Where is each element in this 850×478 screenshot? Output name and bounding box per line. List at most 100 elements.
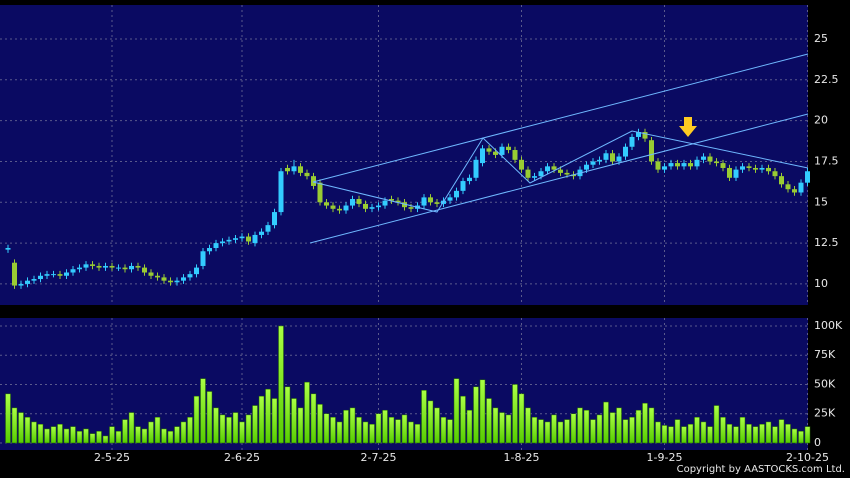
candle-body [330, 205, 336, 209]
copyright: Copyright by AASTOCKS.com Ltd. [677, 464, 845, 475]
candle-body [116, 267, 121, 269]
volume-bar [720, 416, 726, 444]
volume-bar [440, 416, 447, 444]
x-tick-label: 2-10-25 [786, 451, 829, 464]
candle-body [57, 274, 63, 276]
candle-body [51, 274, 56, 276]
candle-body [376, 205, 381, 208]
volume-bar [5, 393, 11, 444]
volume-bar [278, 325, 284, 444]
candle-body [369, 207, 375, 209]
volume-bar [427, 400, 434, 444]
volume-bar [193, 395, 200, 444]
volume-bar [739, 416, 746, 444]
volume-bar [135, 426, 141, 444]
volume-bar [232, 412, 239, 444]
candle-body [356, 199, 362, 204]
volume-bar [512, 384, 518, 444]
volume-bar [759, 424, 765, 444]
y-tick-label: 0 [814, 436, 821, 449]
y-tick-label: 22.5 [814, 73, 839, 86]
volume-bar [258, 395, 265, 444]
volume-bar [395, 419, 401, 444]
volume-bar [707, 426, 713, 444]
y-tick-label: 20 [814, 114, 828, 127]
volume-bar [791, 428, 798, 444]
volume-bar [408, 421, 414, 444]
candle-body [746, 166, 752, 168]
candle-body [96, 265, 102, 268]
candle-body [317, 182, 323, 203]
candle-body [551, 166, 557, 170]
volume-bar [96, 431, 102, 444]
candle-body [681, 163, 687, 167]
volume-bar [772, 426, 778, 444]
volume-bar [655, 421, 661, 444]
candle-body [122, 267, 128, 270]
volume-bar [148, 421, 154, 444]
volume-bar [479, 379, 486, 444]
volume-bar [76, 431, 83, 444]
candle-body [181, 277, 186, 281]
candle-body [473, 159, 479, 178]
candle-body [467, 177, 472, 182]
candle-body [772, 171, 778, 177]
candle-body [31, 279, 37, 281]
volume-bar [57, 424, 63, 444]
candle-body [77, 267, 82, 270]
y-tick-label: 25K [814, 407, 836, 420]
volume-bar [31, 421, 37, 444]
candle-body [298, 166, 303, 173]
volume-bar [687, 424, 694, 444]
candle-body [5, 248, 11, 250]
candle-body [129, 265, 134, 270]
volume-bar [785, 424, 791, 444]
candle-body [285, 167, 290, 172]
candle-body [38, 275, 43, 280]
candle-body [142, 267, 147, 273]
volume-bar [382, 409, 388, 444]
volume-bar [434, 407, 440, 444]
volume-bar [421, 390, 427, 444]
volume-bar [362, 421, 369, 444]
y-tick-label: 25 [814, 32, 828, 45]
volume-bar [115, 431, 122, 444]
volume-bar [414, 424, 421, 444]
candle-body [584, 164, 589, 170]
y-tick-label: 15 [814, 195, 828, 208]
volume-bar [200, 378, 206, 444]
volume-bar [304, 381, 310, 444]
candle-body [701, 156, 706, 160]
x-tick-label: 2-7-25 [361, 451, 397, 464]
candle-body [25, 280, 30, 284]
candle-body [512, 150, 518, 160]
volume-bar [557, 421, 564, 444]
candle-body [252, 234, 258, 244]
volume-bar [70, 426, 76, 444]
volume-bar [161, 428, 167, 444]
volume-bar [486, 398, 492, 444]
volume-bar [122, 419, 128, 444]
candle-body [707, 156, 713, 162]
candle-body [382, 200, 388, 206]
candle-body [408, 207, 414, 209]
candle-body [148, 272, 154, 276]
arrow-marker [679, 117, 697, 137]
candle-body [532, 176, 537, 178]
candle-body [213, 243, 219, 249]
candle-body [655, 161, 661, 170]
candle-body [220, 241, 225, 244]
candle-body [350, 199, 355, 206]
volume-bar [447, 419, 453, 444]
volume-bar [466, 409, 473, 444]
candle-body [649, 140, 654, 162]
candle-body [135, 265, 141, 268]
volume-bar [661, 425, 668, 444]
candle-body [616, 156, 622, 162]
candle-body [525, 169, 531, 178]
volume-bar [544, 421, 551, 444]
volume-bar [50, 426, 57, 444]
candle-body [610, 153, 615, 162]
volume-bar [323, 413, 330, 444]
candle-body [343, 205, 349, 211]
